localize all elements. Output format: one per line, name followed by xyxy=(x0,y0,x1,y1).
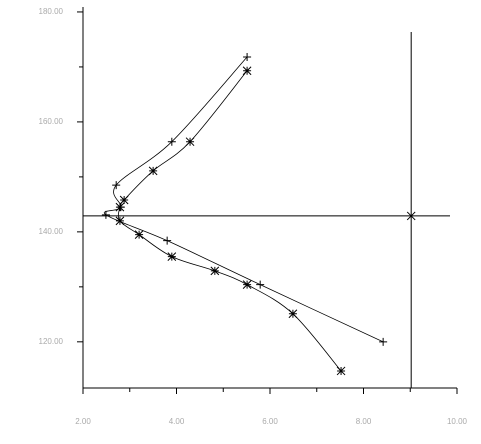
y-tick-label: 160.00 xyxy=(39,117,64,126)
marker xyxy=(242,280,252,289)
marker xyxy=(115,202,125,212)
marker xyxy=(336,366,346,376)
y-tick-label: 140.00 xyxy=(39,227,64,236)
y-tick-label: 120.00 xyxy=(39,337,64,346)
x-tick-label: 4.00 xyxy=(169,417,185,426)
x-tick-label: 6.00 xyxy=(262,417,278,426)
marker xyxy=(119,195,129,205)
marker xyxy=(406,211,416,221)
marker xyxy=(167,252,177,261)
marker xyxy=(101,210,110,219)
marker xyxy=(134,230,144,239)
series-line xyxy=(103,56,384,343)
marker xyxy=(115,216,125,226)
marker xyxy=(243,53,252,62)
marker xyxy=(288,309,298,319)
marker xyxy=(185,137,195,147)
x-tick-label: 2.00 xyxy=(75,417,91,426)
series-line xyxy=(117,70,342,372)
marker xyxy=(112,181,121,190)
marker xyxy=(242,66,252,76)
marker xyxy=(163,236,172,245)
marker xyxy=(167,137,176,146)
marker xyxy=(379,337,388,346)
marker xyxy=(210,266,220,276)
x-tick-label: 8.00 xyxy=(356,417,372,426)
marker xyxy=(256,280,265,289)
y-tick-label: 180.00 xyxy=(39,7,64,16)
marker xyxy=(148,166,158,176)
x-tick-label: 10.00 xyxy=(447,417,468,426)
